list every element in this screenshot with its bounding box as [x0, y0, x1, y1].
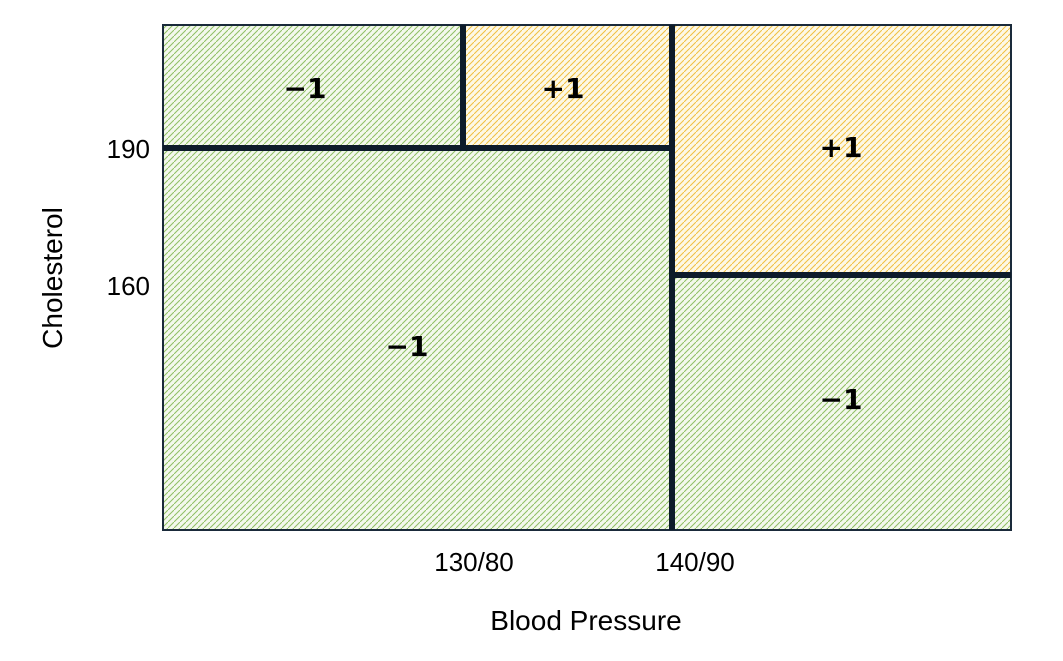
- region-top-left-negative: [163, 25, 463, 148]
- region-label-top-right: +1: [820, 131, 863, 164]
- region-label-top-left: −1: [284, 72, 327, 105]
- x-axis-label: Blood Pressure: [490, 605, 681, 636]
- region-bottom-right-negative: [672, 275, 1011, 530]
- region-label-left-large: −1: [386, 330, 429, 363]
- x-tick-140-90: 140/90: [655, 547, 735, 577]
- region-top-right-positive: [672, 25, 1011, 275]
- y-tick-160: 160: [107, 271, 150, 301]
- region-left-large-negative: [163, 148, 672, 530]
- region-top-middle-positive: [463, 25, 672, 148]
- y-tick-190: 190: [107, 134, 150, 164]
- region-label-top-middle: +1: [542, 72, 585, 105]
- y-axis-label: Cholesterol: [37, 207, 68, 349]
- x-tick-130-80: 130/80: [434, 547, 514, 577]
- region-label-bottom-right: −1: [820, 383, 863, 416]
